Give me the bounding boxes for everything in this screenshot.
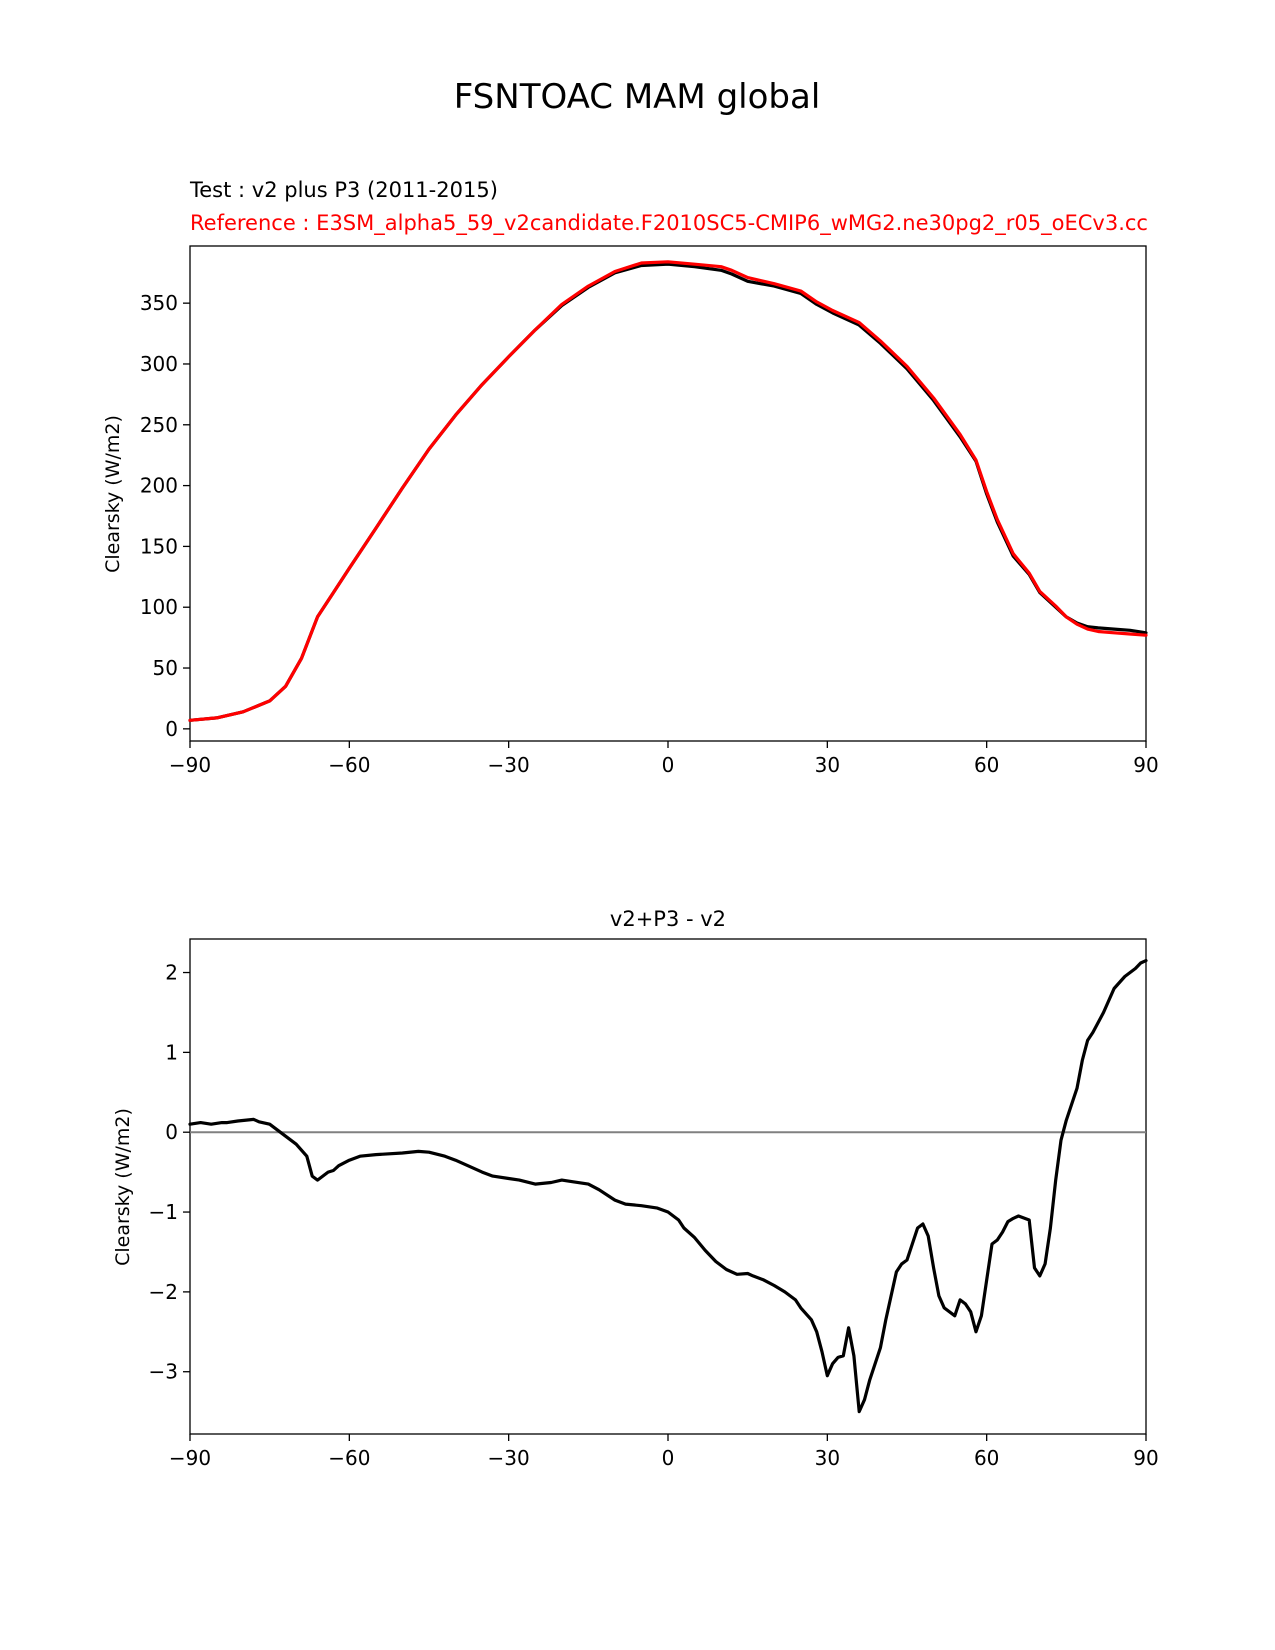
- bottom-y-tick-label: −2: [149, 1280, 178, 1304]
- top-x-tick-label: 30: [815, 753, 840, 777]
- bottom-x-axis: −90 −60 −30 0 30 60 90: [169, 1434, 1159, 1470]
- top-y-tick-label: 300: [140, 352, 178, 376]
- top-y-tick-label: 50: [153, 656, 178, 680]
- bottom-y-tick-label: −1: [149, 1200, 178, 1224]
- bottom-y-tick-label: 2: [165, 961, 178, 985]
- top-series-line-1: [188, 260, 1148, 722]
- difference-title: v2+P3 - v2: [610, 907, 726, 931]
- top-x-axis: −90 −60 −30 0 30 60 90: [169, 741, 1159, 777]
- test-title: Test : v2 plus P3 (2011-2015): [189, 178, 498, 202]
- top-y-tick-label: 350: [140, 291, 178, 315]
- bottom-y-axis-label: Clearsky (W/m2): [112, 1108, 134, 1266]
- top-x-tick-label: 0: [662, 753, 675, 777]
- bottom-series-line-0: [188, 959, 1148, 1414]
- top-series-line-0: [188, 262, 1148, 722]
- figure-suptitle: FSNTOAC MAM global: [454, 77, 821, 117]
- bottom-series-group: [188, 959, 1148, 1414]
- bottom-x-tick-label: 90: [1133, 1446, 1158, 1470]
- bottom-x-tick-label: −30: [488, 1446, 530, 1470]
- panel-bottom-difference-chart: v2+P3 - v2 2 1 0 −1 −2 −3 −90 −60 −30 0 30 60 90 Cl…: [112, 907, 1159, 1470]
- bottom-x-tick-label: −90: [169, 1446, 211, 1470]
- top-y-tick-label: 200: [140, 474, 178, 498]
- bottom-y-tick-label: −3: [149, 1360, 178, 1384]
- top-series-group: [188, 260, 1148, 722]
- reference-title: Reference : E3SM_alpha5_59_v2candidate.F…: [190, 211, 1148, 236]
- top-y-axis: 0 50 100 150 200 250 300 350: [140, 291, 190, 741]
- top-y-tick-label: 250: [140, 413, 178, 437]
- bottom-x-tick-label: 0: [662, 1446, 675, 1470]
- top-x-tick-label: 60: [974, 753, 999, 777]
- top-x-tick-label: −90: [169, 753, 211, 777]
- bottom-y-tick-label: 0: [165, 1120, 178, 1144]
- top-x-tick-label: −30: [488, 753, 530, 777]
- top-y-tick-label: 150: [140, 534, 178, 558]
- panel-top-line-chart: Test : v2 plus P3 (2011-2015) Reference …: [102, 178, 1159, 777]
- bottom-y-tick-label: 1: [165, 1040, 178, 1064]
- bottom-x-tick-label: 30: [815, 1446, 840, 1470]
- top-y-axis-label: Clearsky (W/m2): [102, 415, 124, 573]
- bottom-y-axis: 2 1 0 −1 −2 −3: [149, 961, 190, 1384]
- bottom-plot-frame: [189, 938, 1147, 1435]
- top-y-tick-label: 0: [165, 717, 178, 741]
- top-plot-frame: [189, 245, 1147, 742]
- top-x-tick-label: 90: [1133, 753, 1158, 777]
- bottom-x-tick-label: −60: [328, 1446, 370, 1470]
- top-y-tick-label: 100: [140, 595, 178, 619]
- bottom-x-tick-label: 60: [974, 1446, 999, 1470]
- top-x-tick-label: −60: [328, 753, 370, 777]
